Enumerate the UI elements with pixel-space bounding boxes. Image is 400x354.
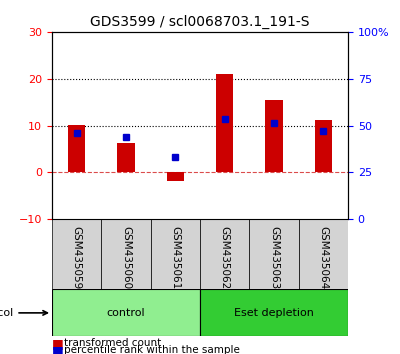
Text: GSM435063: GSM435063 (269, 226, 279, 290)
FancyBboxPatch shape (299, 219, 348, 290)
Text: protocol: protocol (0, 308, 47, 318)
FancyBboxPatch shape (200, 290, 348, 336)
Title: GDS3599 / scl0068703.1_191-S: GDS3599 / scl0068703.1_191-S (90, 15, 310, 29)
Bar (68, 125, 85, 172)
Text: GSM435060: GSM435060 (121, 226, 131, 289)
Text: ■: ■ (52, 337, 64, 350)
Text: percentile rank within the sample: percentile rank within the sample (64, 346, 240, 354)
Text: transformed count: transformed count (64, 338, 161, 348)
Bar (265, 100, 283, 172)
Text: GSM435064: GSM435064 (318, 226, 328, 290)
Bar (315, 120, 332, 172)
Text: ■: ■ (52, 344, 64, 354)
Bar (167, 172, 184, 181)
Text: GSM435061: GSM435061 (170, 226, 180, 290)
Text: Eset depletion: Eset depletion (234, 308, 314, 318)
FancyBboxPatch shape (101, 219, 151, 290)
FancyBboxPatch shape (200, 219, 249, 290)
Bar (117, 143, 135, 172)
Text: GSM435062: GSM435062 (220, 226, 230, 290)
Text: control: control (107, 308, 145, 318)
FancyBboxPatch shape (151, 219, 200, 290)
FancyBboxPatch shape (249, 219, 299, 290)
FancyBboxPatch shape (52, 290, 200, 336)
Bar (216, 74, 233, 172)
FancyBboxPatch shape (52, 219, 101, 290)
Text: GSM435059: GSM435059 (72, 226, 82, 290)
